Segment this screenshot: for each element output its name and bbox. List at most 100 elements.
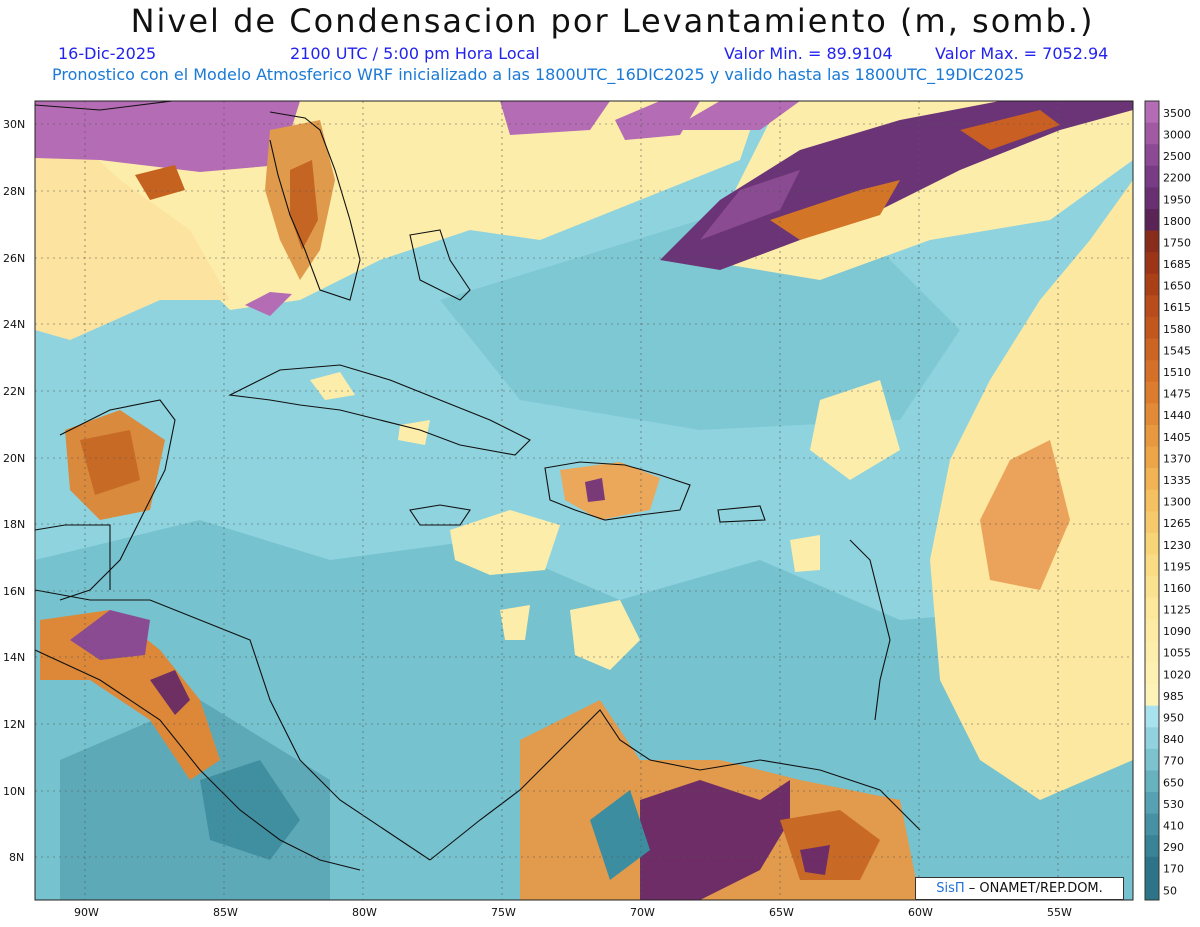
purple-region	[245, 292, 292, 316]
yellow-region	[450, 510, 560, 575]
credit-text: – ONAMET/REP.DOM.	[968, 881, 1103, 896]
colorbar-swatch	[1145, 640, 1159, 663]
colorbar-label: 1475	[1163, 388, 1191, 401]
lat-label: 24N	[3, 318, 25, 331]
mexico-border	[35, 524, 111, 590]
orange-region	[980, 440, 1070, 590]
colorbar-swatch	[1145, 835, 1159, 858]
colorbar-label: 3500	[1163, 107, 1191, 120]
lon-label: 55W	[1047, 906, 1072, 919]
max-value: Valor Max. = 7052.94	[935, 44, 1109, 63]
colorbar-label: 1800	[1163, 215, 1191, 228]
colorbar-label: 840	[1163, 733, 1184, 746]
lon-axis: 90W 85W 80W 75W 70W 65W 60W 55W	[74, 906, 1072, 919]
colorbar-label: 1615	[1163, 301, 1191, 314]
purple-region	[500, 101, 610, 135]
colorbar-label: 1300	[1163, 496, 1191, 509]
colorbar-label: 1055	[1163, 647, 1191, 660]
colorbar-swatch	[1145, 187, 1159, 210]
min-value: Valor Min. = 89.9104	[724, 44, 893, 63]
colorbar-label: 1580	[1163, 323, 1191, 336]
lat-label: 22N	[3, 385, 25, 398]
colorbar-label: 950	[1163, 712, 1184, 725]
colorbar-swatch	[1145, 813, 1159, 836]
colorbar-label: 290	[1163, 841, 1184, 854]
yucatan-coast	[59, 399, 176, 601]
colorbar-swatch	[1145, 748, 1159, 771]
colorbar-swatch	[1145, 576, 1159, 599]
colorbar-label: 1545	[1163, 344, 1191, 357]
colorbar-label: 1950	[1163, 193, 1191, 206]
colorbar: 3500 3000 2500 2200 1950 1800 1750 1685 1650 1615…	[1144, 100, 1191, 901]
orange-region	[770, 180, 900, 240]
colorbar-label: 1020	[1163, 668, 1191, 681]
colorbar-label: 1650	[1163, 280, 1191, 293]
colorbar-label: 1440	[1163, 409, 1191, 422]
colorbar-label: 1335	[1163, 474, 1191, 487]
lat-label: 16N	[3, 585, 25, 598]
orange-region	[135, 165, 185, 200]
yellow-region	[790, 535, 820, 572]
central-america-coast	[35, 589, 431, 861]
lat-label: 18N	[3, 518, 25, 531]
lat-label: 10N	[3, 785, 25, 798]
purple-region	[35, 101, 300, 172]
forecast-date: 16-Dic-2025	[58, 44, 157, 63]
colorbar-swatch	[1145, 144, 1159, 167]
colorbar-label: 1125	[1163, 604, 1191, 617]
lat-label: 30N	[3, 118, 25, 131]
gulf-coast	[35, 101, 177, 111]
purple-region	[585, 478, 605, 502]
colorbar-label: 1195	[1163, 560, 1191, 573]
yellow-region	[310, 372, 355, 400]
colorbar-label: 770	[1163, 755, 1184, 768]
central-america-pacific	[35, 649, 361, 871]
lat-label: 20N	[3, 452, 25, 465]
hispaniola-coast	[544, 461, 691, 521]
colorbar-swatch	[1145, 468, 1159, 491]
colorbar-swatch	[1145, 295, 1159, 318]
colorbar-label: 2200	[1163, 172, 1191, 185]
lon-label: 90W	[74, 906, 99, 919]
colorbar-swatch	[1145, 424, 1159, 448]
colorbar-swatch	[1145, 316, 1159, 340]
colorbar-label: 410	[1163, 819, 1184, 832]
orange-region	[80, 430, 140, 495]
credit-box: SisΠ – ONAMET/REP.DOM.	[915, 877, 1124, 900]
colorbar-swatch	[1145, 208, 1159, 232]
colorbar-swatch	[1145, 856, 1159, 879]
forecast-time: 2100 UTC / 5:00 pm Hora Local	[290, 44, 540, 63]
model-info: Pronostico con el Modelo Atmosferico WRF…	[52, 65, 1025, 84]
colorbar-label: 650	[1163, 776, 1184, 789]
orange-region	[290, 160, 318, 250]
colorbar-swatch	[1145, 878, 1159, 901]
lat-label: 12N	[3, 718, 25, 731]
colorbar-swatch	[1145, 446, 1159, 469]
teal-patch	[200, 760, 300, 860]
colorbar-swatch	[1145, 338, 1159, 361]
yellow-region	[35, 101, 230, 340]
puerto-rico-coast	[717, 505, 766, 523]
lon-label: 85W	[213, 906, 238, 919]
colorbar-swatch	[1145, 165, 1159, 188]
colorbar-swatch	[1145, 792, 1159, 815]
purple-region	[700, 170, 800, 240]
lat-label: 26N	[3, 252, 25, 265]
colorbar-swatch	[1145, 230, 1159, 253]
map-title: Nivel de Condensacion por Levantamiento …	[130, 2, 1095, 40]
colorbar-label: 530	[1163, 798, 1184, 811]
purple-region	[150, 670, 190, 715]
colorbar-label: 1510	[1163, 366, 1191, 379]
lat-label: 28N	[3, 185, 25, 198]
colorbar-swatch	[1145, 101, 1159, 124]
sispi-logo: SisΠ	[936, 881, 965, 896]
lat-axis: 30N 28N 26N 24N 22N 20N 18N 16N 14N 12N …	[3, 118, 25, 864]
purple-region	[800, 845, 830, 875]
colorbar-label: 1160	[1163, 582, 1191, 595]
cuba-coast	[228, 364, 531, 456]
lat-label: 14N	[3, 651, 25, 664]
lesser-antilles	[849, 539, 891, 721]
plot-frame	[34, 100, 1134, 901]
colorbar-label: 1405	[1163, 431, 1191, 444]
colorbar-swatch	[1145, 662, 1159, 685]
